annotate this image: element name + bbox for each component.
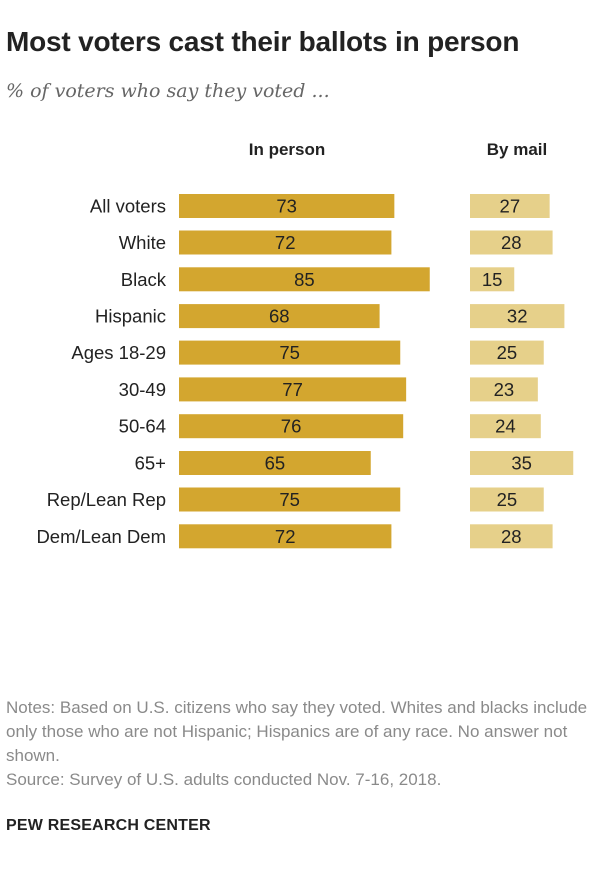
value-label-in-person-all-voters: 73 xyxy=(276,196,297,217)
value-label-by-mail-white: 28 xyxy=(501,232,522,253)
row-label-30-49: 30-49 xyxy=(119,379,166,400)
bar-by-mail-rep-lean-rep xyxy=(470,487,544,512)
row-label-all-voters: All voters xyxy=(90,196,166,217)
bar-by-mail-65 xyxy=(470,451,574,475)
value-label-in-person-black: 85 xyxy=(294,269,315,290)
value-label-in-person-rep-lean-rep: 75 xyxy=(279,489,300,510)
value-label-by-mail-all-voters: 27 xyxy=(500,196,521,217)
value-label-by-mail-dem-lean-dem: 28 xyxy=(501,526,522,547)
bar-in-person-black xyxy=(179,267,430,292)
bar-by-mail-dem-lean-dem xyxy=(470,524,553,549)
value-label-by-mail-hispanic: 32 xyxy=(507,306,528,327)
bar-by-mail-black xyxy=(470,267,515,292)
value-label-in-person-white: 72 xyxy=(275,232,296,253)
bar-by-mail-50-64 xyxy=(470,414,541,439)
source-text: Source: Survey of U.S. adults conducted … xyxy=(6,770,442,789)
notes-block: Notes: Based on U.S. citizens who say th… xyxy=(6,696,612,792)
series-header-in-person: In person xyxy=(249,140,326,159)
row-label-white: White xyxy=(119,232,166,253)
chart-title: Most voters cast their ballots in person xyxy=(6,26,520,57)
row-label-65: 65+ xyxy=(135,453,166,474)
value-label-in-person-65: 65 xyxy=(265,453,286,474)
value-label-by-mail-ages-18-29: 25 xyxy=(497,342,518,363)
bar-in-person-hispanic xyxy=(179,304,380,329)
value-label-by-mail-black: 15 xyxy=(482,269,503,290)
value-label-by-mail-30-49: 23 xyxy=(494,379,515,400)
row-label-dem-lean-dem: Dem/Lean Dem xyxy=(36,526,166,547)
row-label-rep-lean-rep: Rep/Lean Rep xyxy=(47,489,166,510)
value-label-in-person-hispanic: 68 xyxy=(269,306,290,327)
value-label-in-person-dem-lean-dem: 72 xyxy=(275,526,296,547)
row-label-black: Black xyxy=(121,269,167,290)
bar-in-person-30-49 xyxy=(179,377,407,402)
value-label-by-mail-50-64: 24 xyxy=(495,416,516,437)
bar-in-person-white xyxy=(179,230,392,255)
row-label-50-64: 50-64 xyxy=(119,416,166,437)
row-label-hispanic: Hispanic xyxy=(95,306,166,327)
series-header-by-mail: By mail xyxy=(487,140,547,159)
bar-chart: In person By mail All voters 73 27 White 72 28 B… xyxy=(36,140,574,549)
value-label-in-person-ages-18-29: 75 xyxy=(279,342,300,363)
bar-in-person-65 xyxy=(179,451,371,475)
bar-in-person-50-64 xyxy=(179,414,404,439)
bar-by-mail-30-49 xyxy=(470,377,538,402)
chart-subtitle: % of voters who say they voted ... xyxy=(6,80,330,102)
value-label-by-mail-rep-lean-rep: 25 xyxy=(497,489,518,510)
bar-by-mail-all-voters xyxy=(470,194,550,218)
bar-in-person-ages-18-29 xyxy=(179,340,401,365)
pew-logo-text: PEW RESEARCH CENTER xyxy=(6,817,211,834)
bar-in-person-dem-lean-dem xyxy=(179,524,392,549)
value-label-by-mail-65: 35 xyxy=(511,453,532,474)
value-label-in-person-30-49: 77 xyxy=(282,379,303,400)
value-label-in-person-50-64: 76 xyxy=(281,416,302,437)
bar-by-mail-hispanic xyxy=(470,304,565,329)
notes-text: Notes: Based on U.S. citizens who say th… xyxy=(6,698,588,765)
bar-in-person-all-voters xyxy=(179,194,395,218)
row-label-ages-18-29: Ages 18-29 xyxy=(71,342,166,363)
bar-by-mail-white xyxy=(470,230,553,255)
bar-by-mail-ages-18-29 xyxy=(470,340,544,365)
bar-in-person-rep-lean-rep xyxy=(179,487,401,512)
